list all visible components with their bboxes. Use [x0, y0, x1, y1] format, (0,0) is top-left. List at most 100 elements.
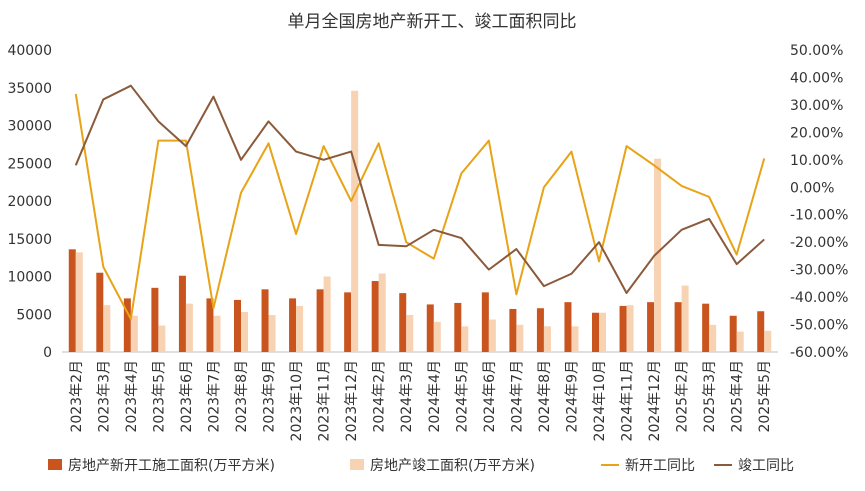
bar [103, 305, 111, 352]
bar [654, 158, 662, 352]
series-line [74, 84, 765, 294]
bar [619, 305, 627, 352]
x-tick-label: 2023年4月 [124, 360, 140, 433]
bar [130, 315, 138, 352]
x-tick-label: 2024年11月 [620, 360, 636, 441]
y-right-tick-label: 20.00% [790, 125, 843, 141]
bar [481, 292, 489, 352]
bar [729, 315, 737, 352]
y-right-tick-label: -20.00% [790, 235, 848, 251]
x-tick-label: 2023年6月 [179, 360, 195, 433]
bar [185, 303, 193, 352]
x-tick-label: 2024年3月 [399, 360, 415, 433]
legend-label: 竣工同比 [738, 458, 794, 474]
legend-label: 房地产竣工面积(万平方米) [370, 458, 535, 474]
bar [151, 287, 159, 352]
bar [296, 305, 304, 352]
bar [426, 304, 434, 352]
bar [564, 302, 572, 352]
x-tick-label: 2023年7月 [206, 360, 222, 433]
x-tick-label: 2023年11月 [317, 360, 333, 441]
series-line [74, 93, 766, 321]
legend-label: 新开工同比 [625, 458, 695, 474]
x-tick-label: 2024年7月 [509, 360, 525, 433]
bar [509, 308, 517, 352]
x-tick-label: 2025年5月 [757, 360, 773, 433]
bar [344, 292, 352, 352]
y-left-tick-label: 30000 [7, 119, 52, 135]
x-tick-label: 2023年8月 [234, 360, 250, 433]
x-tick-label: 2025年4月 [730, 360, 746, 433]
x-tick-label: 2025年3月 [702, 360, 718, 433]
y-right-tick-label: 0.00% [790, 180, 834, 196]
bar [378, 273, 386, 352]
x-tick-label: 2024年10月 [592, 360, 608, 441]
bar [96, 272, 104, 352]
y-right-tick-label: -10.00% [790, 208, 848, 224]
bar [323, 276, 331, 352]
bar [736, 331, 744, 352]
bar [571, 326, 579, 352]
bar [433, 321, 441, 352]
y-right-tick-label: 40.00% [790, 70, 843, 86]
bar [461, 326, 469, 352]
bar [351, 90, 359, 353]
bar [599, 312, 606, 352]
y-right-tick-label: -60.00% [790, 345, 848, 361]
bar [316, 289, 324, 352]
bar [234, 299, 241, 352]
bar [709, 324, 717, 352]
y-left-tick-label: 10000 [7, 270, 52, 286]
bar [674, 302, 682, 352]
x-tick-label: 2023年5月 [151, 360, 167, 433]
x-tick-label: 2025年2月 [675, 360, 691, 433]
bar [268, 315, 276, 352]
x-tick-label: 2024年2月 [372, 360, 388, 433]
x-tick-label: 2023年2月 [69, 360, 85, 433]
x-tick-label: 2023年12月 [344, 360, 360, 441]
x-tick-label: 2024年6月 [482, 360, 498, 433]
bar [289, 298, 297, 352]
bar [406, 315, 414, 352]
x-tick-label: 2023年3月 [96, 360, 112, 433]
x-tick-label: 2023年10月 [289, 360, 305, 441]
bar [681, 285, 689, 352]
bar [764, 330, 772, 352]
bar [626, 305, 634, 352]
y-left-tick-label: 15000 [7, 232, 52, 248]
bar [702, 303, 710, 352]
x-tick-label: 2023年9月 [262, 360, 278, 433]
bar [516, 324, 524, 352]
bar [371, 281, 379, 352]
y-right-tick-label: 10.00% [790, 153, 843, 169]
bar [261, 289, 269, 352]
bar [213, 315, 221, 352]
legend-swatch [350, 459, 364, 470]
bar [75, 252, 83, 352]
y-left-tick-label: 35000 [7, 81, 52, 97]
y-left-tick-label: 40000 [7, 43, 52, 59]
bar [178, 275, 186, 352]
y-right-tick-label: 30.00% [790, 98, 843, 114]
x-tick-label: 2024年12月 [647, 360, 663, 441]
legend-swatch [48, 459, 62, 470]
legend-label: 房地产新开工施工面积(万平方米) [68, 458, 275, 474]
bar [158, 325, 166, 352]
y-left-tick-label: 25000 [7, 156, 52, 172]
y-left-tick-label: 20000 [7, 194, 52, 210]
y-right-tick-label: -30.00% [790, 263, 848, 279]
y-left-tick-label: 5000 [16, 307, 52, 323]
bar [757, 311, 765, 352]
y-right-tick-label: -40.00% [790, 290, 848, 306]
bar [536, 308, 544, 352]
bar [488, 319, 496, 352]
bar [592, 312, 599, 352]
bar [454, 302, 462, 352]
y-left-tick-label: 0 [43, 345, 52, 361]
bar [123, 298, 131, 352]
chart-title: 单月全国房地产新开工、竣工面积同比 [288, 12, 577, 32]
x-tick-label: 2024年5月 [454, 360, 470, 433]
x-tick-label: 2024年8月 [537, 360, 553, 433]
